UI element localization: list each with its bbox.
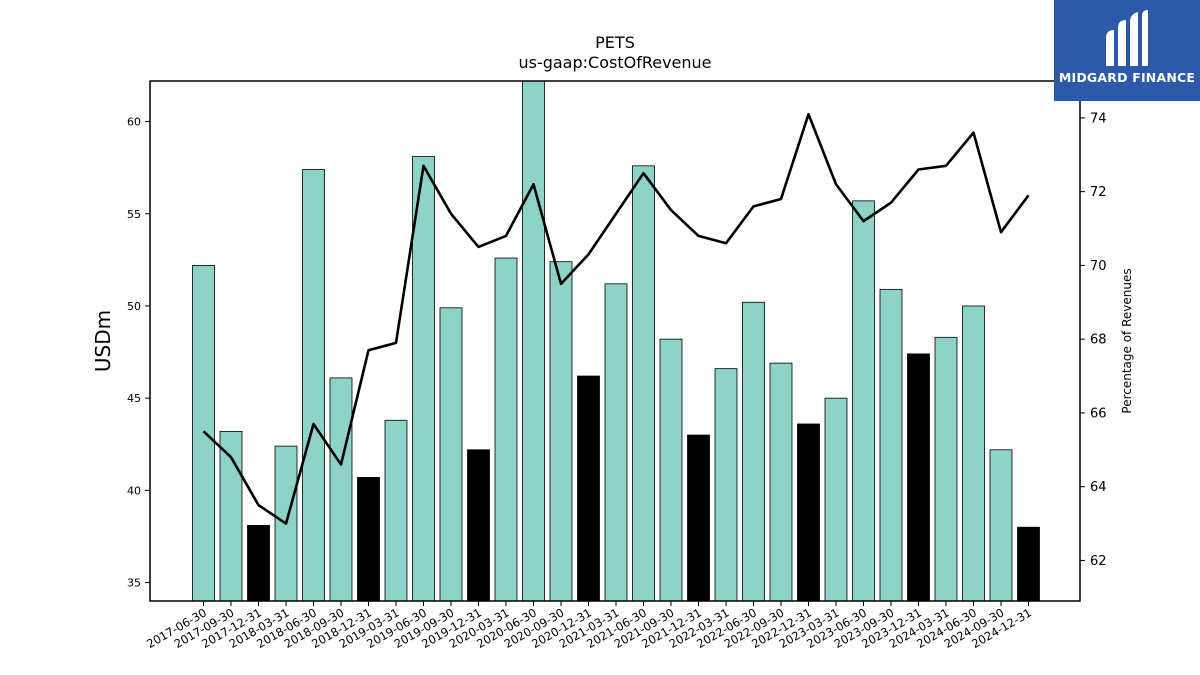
bar-2022-12-31 <box>797 423 820 602</box>
bar-2023-06-30 <box>852 200 875 602</box>
logo-text: MIDGARD FINANCE <box>1058 70 1196 85</box>
plot-frame <box>149 80 1081 602</box>
chart-subtitle: us-gaap:CostOfRevenue <box>518 53 711 72</box>
bar-2018-12-31 <box>357 477 380 602</box>
bar-2023-09-30 <box>879 288 903 602</box>
bar-2020-09-30 <box>549 261 573 602</box>
x-axis: 2017-06-302017-09-302017-12-312018-03-31… <box>144 601 1034 651</box>
bar-2021-09-30 <box>659 338 683 602</box>
percentage-line-series <box>202 112 1030 525</box>
bar-2020-12-31 <box>577 375 600 602</box>
y-right-tick-label: 72 <box>1090 185 1107 200</box>
y-axis-right-label: Percentage of Revenues <box>1120 268 1134 413</box>
bar-2019-09-30 <box>439 307 463 602</box>
bar-2019-12-31 <box>467 449 490 602</box>
bar-2021-03-31 <box>604 283 628 602</box>
bar-2019-03-31 <box>384 419 408 602</box>
y-tick-label: 55 <box>127 208 141 221</box>
y-tick-label: 40 <box>127 484 141 497</box>
chart-title: PETS <box>595 33 635 52</box>
y-tick-label: 45 <box>127 392 141 405</box>
y-right-tick-label: 62 <box>1090 554 1107 569</box>
y-right-tick-label: 64 <box>1090 480 1107 495</box>
y-right-tick-label: 70 <box>1090 259 1107 274</box>
bar-2023-12-31 <box>907 353 930 602</box>
y-axis-right: 62 64 66 68 70 72 74 <box>1080 111 1107 569</box>
y-tick-label: 60 <box>127 116 141 129</box>
y-right-tick-label: 68 <box>1090 333 1107 348</box>
bar-2022-03-31 <box>714 368 738 602</box>
bar-2021-12-31 <box>687 434 710 602</box>
bar-2022-06-30 <box>742 301 765 602</box>
y-axis-label: USDm <box>91 310 115 372</box>
bar-2018-09-30 <box>329 377 353 602</box>
bar-2024-12-31 <box>1017 526 1040 602</box>
bar-series <box>192 80 1040 602</box>
bar-2024-03-31 <box>934 336 958 602</box>
bar-2020-06-30 <box>522 80 545 602</box>
bar-2022-09-30 <box>769 362 793 602</box>
y-axis-left: 35 40 45 50 55 60 <box>127 116 150 590</box>
midgard-finance-logo: MIDGARD FINANCE <box>1054 0 1200 101</box>
y-tick-label: 35 <box>127 577 141 590</box>
y-tick-label: 50 <box>127 300 141 313</box>
bar-2024-06-30 <box>962 305 985 602</box>
bar-2024-09-30 <box>989 449 1013 602</box>
bar-2023-03-31 <box>824 397 848 602</box>
bar-2021-06-30 <box>632 165 655 602</box>
bar-2017-12-31 <box>247 524 270 602</box>
y-right-tick-label: 66 <box>1090 406 1107 421</box>
y-right-tick-label: 74 <box>1090 111 1107 126</box>
bar-2017-06-30 <box>192 264 215 602</box>
bar-2020-03-31 <box>494 257 518 602</box>
midgard-logo-icon <box>1106 10 1148 66</box>
bar-2018-06-30 <box>302 169 325 602</box>
